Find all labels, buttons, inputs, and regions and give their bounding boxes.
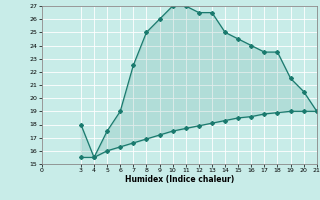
X-axis label: Humidex (Indice chaleur): Humidex (Indice chaleur): [124, 175, 234, 184]
